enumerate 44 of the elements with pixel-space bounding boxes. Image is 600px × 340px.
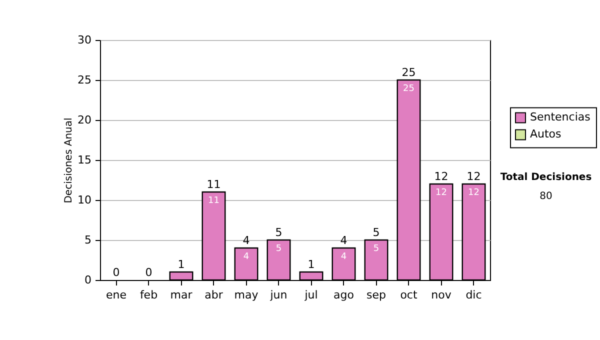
total-label: 12 (434, 170, 448, 183)
x-tick-label: jun (269, 288, 288, 302)
data-label: 11 (208, 196, 220, 206)
total-label: 11 (206, 178, 221, 191)
total-label: 1 (308, 258, 315, 271)
total-label: 4 (340, 234, 348, 247)
text: 80 (540, 190, 552, 202)
total-label: 5 (275, 226, 282, 239)
x-tick-label: ago (334, 288, 354, 302)
data-label: 12 (468, 188, 480, 198)
data-label: 4 (340, 252, 347, 262)
x-tick-label: feb (140, 288, 158, 302)
y-tick-label: 30 (78, 34, 92, 46)
total-label: 4 (242, 234, 250, 247)
y-tick-label: 20 (78, 114, 92, 126)
total-label: 0 (145, 266, 152, 279)
x-tick-label: nov (431, 288, 452, 302)
data-label: 12 (436, 188, 447, 198)
total-label: 0 (112, 266, 120, 279)
data-label: 5 (276, 244, 282, 254)
y-axis-title: Decisiones Anual (64, 118, 75, 204)
y-tick-label: 10 (78, 194, 92, 206)
data-label: 4 (243, 252, 250, 262)
x-tick-label: sep (366, 288, 386, 302)
x-tick-label: dic (466, 288, 482, 302)
x-tick-label: jul (304, 288, 318, 302)
y-tick-label: 25 (78, 74, 92, 86)
x-tick-label: ene (106, 288, 127, 302)
legend-label: Autos (530, 128, 562, 141)
total-label: 25 (402, 66, 416, 79)
total-label: 1 (178, 258, 185, 271)
text: Total Decisiones (500, 172, 592, 183)
x-tick-label: mar (170, 288, 193, 302)
y-tick-label: 15 (78, 154, 92, 166)
data-label: 25 (403, 84, 414, 94)
legend-label: Sentencias (530, 110, 591, 124)
total-label: 12 (466, 170, 481, 183)
y-tick-label: 0 (84, 274, 92, 286)
y-tick-label: 5 (84, 234, 92, 246)
x-tick-label: oct (400, 288, 418, 302)
total-label: 5 (372, 226, 380, 239)
x-tick-label: may (234, 288, 259, 302)
data-label: 5 (373, 244, 380, 254)
x-tick-label: abr (204, 288, 224, 302)
